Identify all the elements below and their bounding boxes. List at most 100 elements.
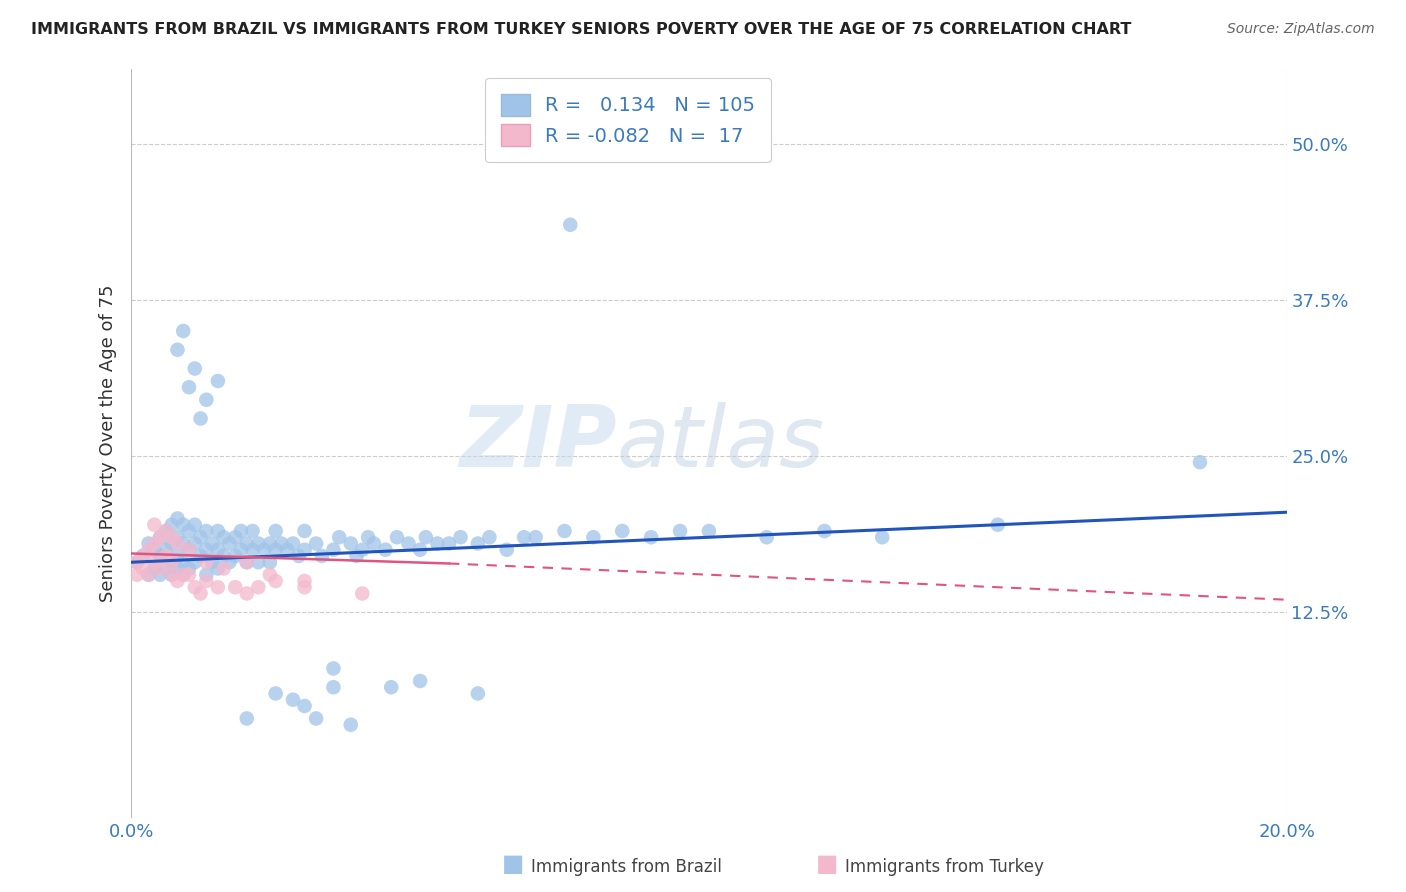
Point: [149, 530, 172, 544]
Point: [264, 574, 287, 588]
Point: [640, 530, 662, 544]
Point: [264, 542, 287, 557]
Point: [132, 549, 155, 563]
Text: ZIP: ZIP: [458, 402, 616, 485]
Point: [259, 567, 281, 582]
Point: [311, 549, 333, 563]
Point: [229, 542, 252, 557]
Point: [207, 580, 229, 594]
Point: [813, 524, 835, 538]
Point: [224, 530, 246, 544]
Point: [242, 524, 264, 538]
Point: [987, 517, 1010, 532]
Point: [207, 561, 229, 575]
Point: [166, 536, 188, 550]
Text: ■: ■: [815, 852, 838, 876]
Y-axis label: Seniors Poverty Over the Age of 75: Seniors Poverty Over the Age of 75: [100, 285, 117, 602]
Point: [160, 536, 183, 550]
Point: [172, 567, 194, 582]
Point: [177, 380, 200, 394]
Point: [143, 517, 166, 532]
Point: [160, 567, 183, 582]
Point: [553, 524, 575, 538]
Point: [195, 555, 218, 569]
Point: [339, 536, 361, 550]
Point: [155, 549, 177, 563]
Point: [138, 567, 160, 582]
Point: [149, 530, 172, 544]
Point: [374, 542, 396, 557]
Point: [212, 561, 235, 575]
Point: [155, 561, 177, 575]
Point: [155, 524, 177, 538]
Point: [478, 530, 501, 544]
Point: [177, 567, 200, 582]
Point: [247, 536, 270, 550]
Point: [195, 392, 218, 407]
Point: [190, 411, 212, 425]
Point: [259, 536, 281, 550]
Point: [190, 530, 212, 544]
Point: [294, 698, 316, 713]
Point: [138, 567, 160, 582]
Point: [236, 555, 259, 569]
Text: Immigrants from Brazil: Immigrants from Brazil: [531, 858, 723, 876]
Point: [201, 536, 224, 550]
Point: [195, 524, 218, 538]
Point: [184, 361, 207, 376]
Point: [755, 530, 778, 544]
Text: atlas: atlas: [616, 402, 824, 485]
Point: [218, 555, 240, 569]
Text: IMMIGRANTS FROM BRAZIL VS IMMIGRANTS FROM TURKEY SENIORS POVERTY OVER THE AGE OF: IMMIGRANTS FROM BRAZIL VS IMMIGRANTS FRO…: [31, 22, 1132, 37]
Point: [155, 524, 177, 538]
Point: [166, 549, 188, 563]
Point: [612, 524, 634, 538]
Point: [236, 555, 259, 569]
Point: [160, 567, 183, 582]
Point: [253, 542, 276, 557]
Point: [294, 542, 316, 557]
Point: [149, 561, 172, 575]
Point: [363, 536, 385, 550]
Point: [207, 374, 229, 388]
Point: [322, 542, 344, 557]
Point: [582, 530, 605, 544]
Point: [172, 324, 194, 338]
Point: [229, 524, 252, 538]
Point: [160, 555, 183, 569]
Point: [177, 542, 200, 557]
Point: [264, 524, 287, 538]
Point: [259, 555, 281, 569]
Point: [305, 536, 328, 550]
Point: [322, 661, 344, 675]
Point: [495, 542, 517, 557]
Point: [218, 536, 240, 550]
Point: [352, 586, 374, 600]
Point: [132, 561, 155, 575]
Point: [160, 530, 183, 544]
Point: [212, 549, 235, 563]
Point: [276, 542, 298, 557]
Point: [184, 555, 207, 569]
Point: [138, 536, 160, 550]
Point: [357, 530, 380, 544]
Point: [294, 580, 316, 594]
Point: [524, 530, 547, 544]
Point: [207, 542, 229, 557]
Point: [149, 549, 172, 563]
Point: [409, 542, 432, 557]
Point: [437, 536, 460, 550]
Point: [560, 218, 582, 232]
Point: [513, 530, 536, 544]
Point: [166, 530, 188, 544]
Point: [380, 680, 402, 694]
Point: [450, 530, 472, 544]
Point: [264, 686, 287, 700]
Point: [177, 524, 200, 538]
Point: [125, 567, 148, 582]
Point: [172, 517, 194, 532]
Point: [224, 580, 246, 594]
Point: [415, 530, 437, 544]
Point: [160, 555, 183, 569]
Point: [352, 542, 374, 557]
